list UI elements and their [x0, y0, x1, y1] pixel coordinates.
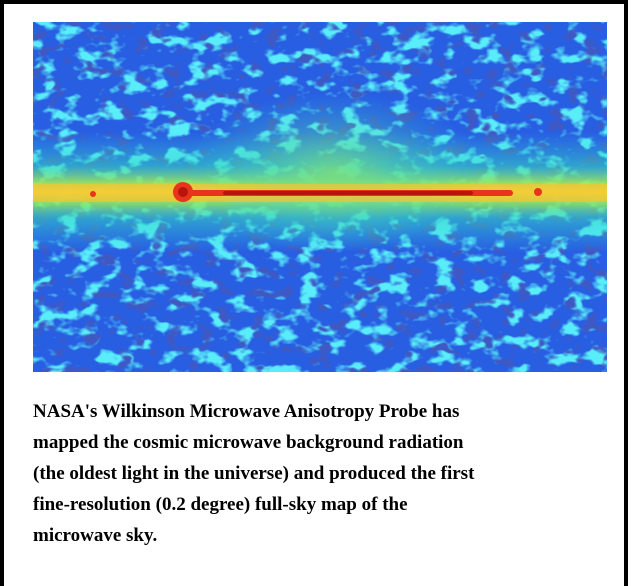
caption: NASA's Wilkinson Microwave Anisotropy Pr… [33, 396, 613, 551]
sky-map [33, 22, 607, 372]
caption-line: microwave sky. [33, 520, 613, 551]
caption-line: mapped the cosmic microwave background r… [33, 427, 613, 458]
frame: NASA's Wilkinson Microwave Anisotropy Pr… [0, 0, 628, 586]
caption-line: fine-resolution (0.2 degree) full-sky ma… [33, 489, 613, 520]
caption-line: NASA's Wilkinson Microwave Anisotropy Pr… [33, 396, 613, 427]
caption-line: (the oldest light in the universe) and p… [33, 458, 613, 489]
